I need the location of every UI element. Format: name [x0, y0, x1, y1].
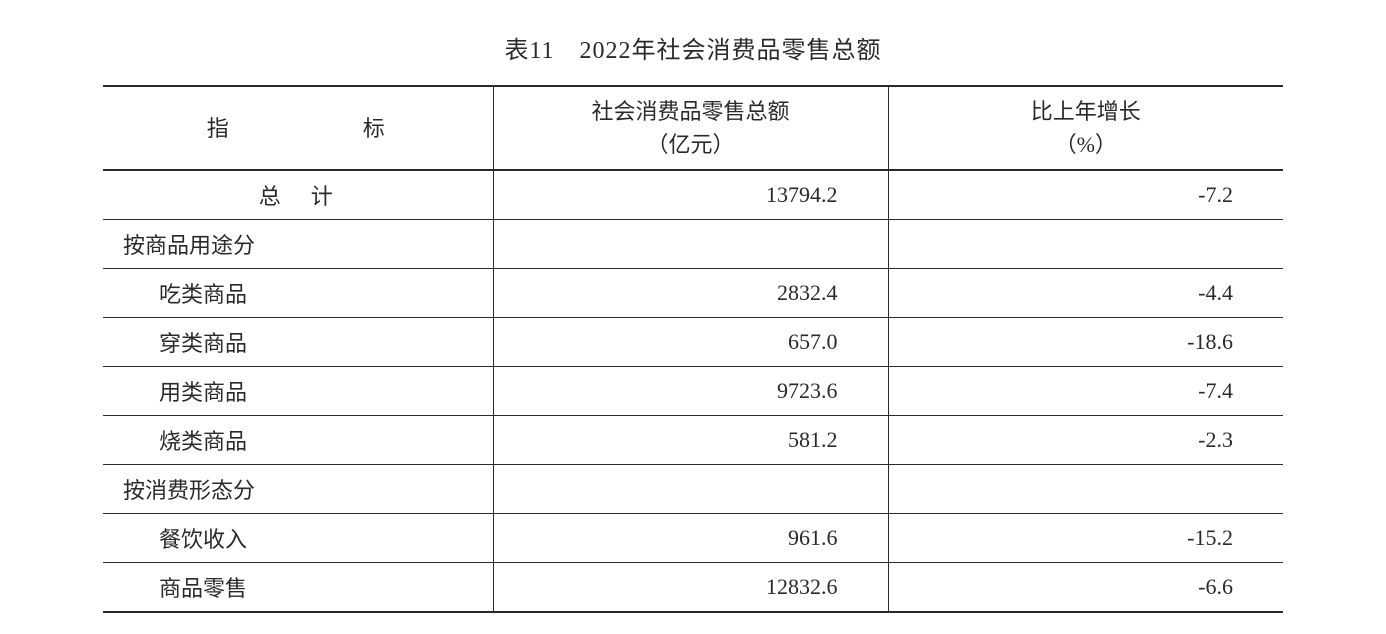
- cell-value: 961.6: [493, 514, 888, 563]
- cell-growth: [888, 220, 1283, 269]
- table-title: 表11 2022年社会消费品零售总额: [103, 30, 1283, 65]
- cell-growth: -18.6: [888, 318, 1283, 367]
- cell-indicator: 烧类商品: [103, 416, 493, 465]
- cell-indicator: 餐饮收入: [103, 514, 493, 563]
- cell-growth: -7.2: [888, 170, 1283, 220]
- cell-value: 2832.4: [493, 269, 888, 318]
- cell-indicator: 按商品用途分: [103, 220, 493, 269]
- table-container: 表11 2022年社会消费品零售总额 指 标 社会消费品零售总额 （亿元） 比上…: [103, 30, 1283, 613]
- cell-growth: -15.2: [888, 514, 1283, 563]
- header-value-line2: （亿元）: [646, 132, 734, 157]
- cell-value: 581.2: [493, 416, 888, 465]
- header-value: 社会消费品零售总额 （亿元）: [493, 86, 888, 170]
- header-indicator-text: 指 标: [207, 116, 415, 141]
- cell-indicator: 总计: [103, 170, 493, 220]
- table-row: 穿类商品 657.0 -18.6: [103, 318, 1283, 367]
- cell-indicator: 穿类商品: [103, 318, 493, 367]
- cell-growth: -6.6: [888, 563, 1283, 613]
- cell-value: 12832.6: [493, 563, 888, 613]
- header-indicator: 指 标: [103, 86, 493, 170]
- header-growth-line2: （%）: [1055, 132, 1117, 157]
- cell-value: 657.0: [493, 318, 888, 367]
- cell-indicator: 吃类商品: [103, 269, 493, 318]
- cell-indicator: 商品零售: [103, 563, 493, 613]
- cell-growth: -7.4: [888, 367, 1283, 416]
- cell-value: 9723.6: [493, 367, 888, 416]
- cell-growth: -2.3: [888, 416, 1283, 465]
- table-row: 商品零售 12832.6 -6.6: [103, 563, 1283, 613]
- table-body: 总计 13794.2 -7.2 按商品用途分 吃类商品 2832.4 -4.4 …: [103, 170, 1283, 612]
- cell-growth: -4.4: [888, 269, 1283, 318]
- table-row: 烧类商品 581.2 -2.3: [103, 416, 1283, 465]
- header-growth-line1: 比上年增长: [1031, 99, 1141, 124]
- retail-table: 指 标 社会消费品零售总额 （亿元） 比上年增长 （%） 总计 13794.2 …: [103, 85, 1283, 613]
- table-row: 吃类商品 2832.4 -4.4: [103, 269, 1283, 318]
- table-row: 用类商品 9723.6 -7.4: [103, 367, 1283, 416]
- cell-value: [493, 465, 888, 514]
- table-row: 餐饮收入 961.6 -15.2: [103, 514, 1283, 563]
- cell-indicator: 按消费形态分: [103, 465, 493, 514]
- table-row: 总计 13794.2 -7.2: [103, 170, 1283, 220]
- cell-value: [493, 220, 888, 269]
- header-growth: 比上年增长 （%）: [888, 86, 1283, 170]
- cell-indicator: 用类商品: [103, 367, 493, 416]
- header-value-line1: 社会消费品零售总额: [591, 99, 789, 124]
- cell-growth: [888, 465, 1283, 514]
- cell-value: 13794.2: [493, 170, 888, 220]
- table-row: 按消费形态分: [103, 465, 1283, 514]
- table-header-row: 指 标 社会消费品零售总额 （亿元） 比上年增长 （%）: [103, 86, 1283, 170]
- table-row: 按商品用途分: [103, 220, 1283, 269]
